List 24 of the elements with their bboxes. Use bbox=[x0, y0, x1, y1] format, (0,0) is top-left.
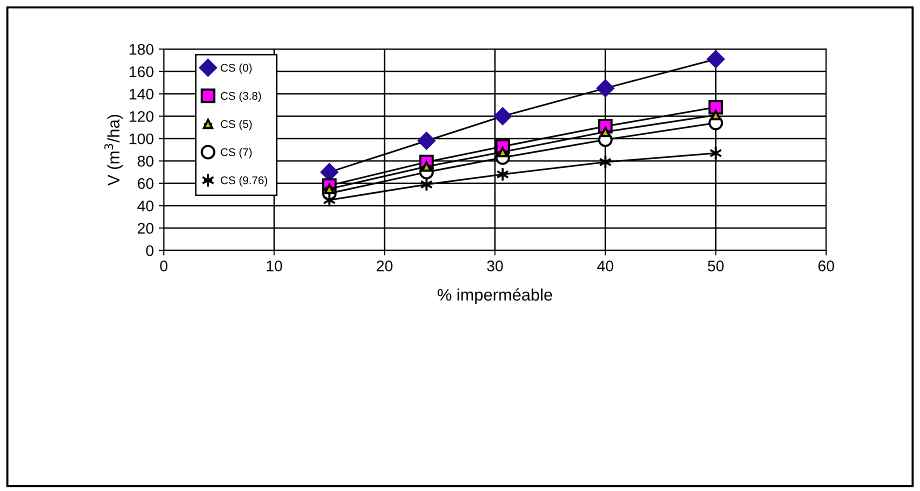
y-axis-title: V (m$^{3}$/ha) bbox=[104, 114, 123, 186]
x-tick-label: 30 bbox=[487, 260, 503, 272]
legend-label: CS (7) bbox=[220, 148, 252, 158]
x-tick-label: 40 bbox=[597, 260, 614, 272]
x-tick-label: 10 bbox=[266, 260, 282, 272]
x-tick-label: 0 bbox=[160, 260, 168, 272]
y-tick-label: 0 bbox=[146, 245, 154, 256]
y-tick-label: 60 bbox=[138, 178, 154, 189]
y-tick-label: 120 bbox=[130, 111, 154, 122]
legend-label: CS (3.8) bbox=[220, 92, 261, 102]
y-tick-label: 160 bbox=[130, 66, 154, 78]
x-tick-label: 20 bbox=[376, 260, 392, 272]
legend-label: CS (0) bbox=[220, 64, 252, 74]
x-axis-title: % imperméable bbox=[438, 288, 552, 304]
x-tick-label: 50 bbox=[708, 260, 724, 272]
y-tick-label: 20 bbox=[138, 222, 154, 234]
y-tick-label: 100 bbox=[130, 133, 154, 144]
x-tick-label: 60 bbox=[818, 260, 834, 272]
y-tick-label: 140 bbox=[130, 88, 154, 100]
y-tick-label: 180 bbox=[130, 44, 154, 55]
y-tick-label: 40 bbox=[137, 200, 154, 212]
legend-label: CS (9.76) bbox=[220, 176, 268, 186]
y-tick-label: 80 bbox=[138, 156, 154, 167]
legend-label: CS (5) bbox=[220, 120, 252, 130]
